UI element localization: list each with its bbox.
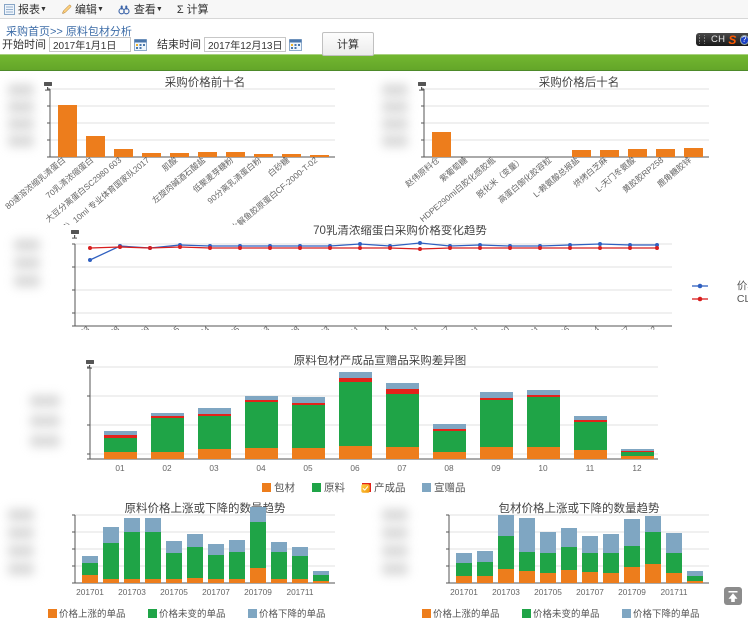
svg-text:09: 09 [491, 463, 501, 473]
svg-text:201705: 201705 [534, 587, 562, 597]
svg-text:20170605: 20170605 [207, 324, 242, 330]
svg-text:20171031: 20171031 [507, 324, 542, 330]
svg-text:20171127: 20171127 [597, 324, 632, 330]
svg-text:20170714: 20170714 [357, 324, 392, 330]
svg-text:11: 11 [586, 463, 595, 473]
svg-text:产成品: 产成品 [374, 481, 406, 494]
svg-text:20171106: 20171106 [537, 324, 572, 330]
svg-text:采购价格前十名: 采购价格前十名 [165, 75, 246, 89]
svg-text:20170907: 20170907 [417, 324, 452, 330]
svg-text:08: 08 [444, 463, 454, 473]
svg-text:价格上涨的单品: 价格上涨的单品 [433, 608, 500, 620]
svg-text:宣赠品: 宣赠品 [434, 481, 466, 494]
svg-text:201701: 201701 [450, 587, 478, 597]
svg-text:03: 03 [209, 463, 219, 473]
svg-text:20170711: 20170711 [327, 324, 362, 330]
svg-text:201711: 201711 [660, 587, 687, 597]
svg-text:价格未变的单品: 价格未变的单品 [533, 608, 600, 620]
svg-text:201707: 201707 [576, 587, 604, 597]
svg-text:20170524: 20170524 [177, 324, 212, 330]
svg-text:07: 07 [397, 463, 407, 473]
svg-text:201709: 201709 [618, 587, 646, 597]
svg-text:价格上涨的单品: 价格上涨的单品 [59, 608, 126, 620]
svg-text:12: 12 [632, 463, 642, 473]
svg-text:原料: 原料 [324, 481, 345, 494]
svg-text:20171020: 20171020 [477, 324, 512, 330]
svg-text:价格未变的单品: 价格未变的单品 [159, 608, 226, 620]
svg-text:20170721: 20170721 [387, 324, 422, 330]
svg-text:02: 02 [162, 463, 172, 473]
svg-text:01: 01 [115, 463, 125, 473]
svg-text:201701: 201701 [76, 587, 104, 597]
svg-text:05: 05 [303, 463, 313, 473]
svg-text:201709: 201709 [244, 587, 272, 597]
svg-text:赵伟原料仓: 赵伟原料仓 [403, 154, 442, 189]
svg-text:20170921: 20170921 [447, 324, 482, 330]
svg-text:价格下降的单品: 价格下降的单品 [633, 608, 700, 620]
svg-text:201707: 201707 [202, 587, 230, 597]
svg-text:04: 04 [256, 463, 266, 473]
svg-text:201703: 201703 [492, 587, 520, 597]
svg-text:201711: 201711 [286, 587, 313, 597]
svg-text:20171114: 20171114 [568, 324, 602, 330]
svg-text:10: 10 [538, 463, 548, 473]
svg-text:原料包材产成品宣赠品采购差异图: 原料包材产成品宣赠品采购差异图 [294, 355, 467, 367]
svg-text:201705: 201705 [160, 587, 188, 597]
svg-text:70乳清浓缩蛋白采购价格变化趋势: 70乳清浓缩蛋白采购价格变化趋势 [313, 225, 487, 237]
svg-text:20170628: 20170628 [267, 324, 302, 330]
svg-text:包材价格上涨或下降的数量趋势: 包材价格上涨或下降的数量趋势 [499, 501, 660, 515]
svg-text:20170228: 20170228 [87, 324, 122, 330]
svg-text:采购价格后十名: 采购价格后十名 [539, 75, 620, 89]
svg-text:20170309: 20170309 [117, 324, 152, 330]
svg-text:价格下降的单品: 价格下降的单品 [259, 608, 326, 620]
svg-text:20170103: 20170103 [57, 324, 92, 330]
svg-text:20170613: 20170613 [237, 324, 272, 330]
svg-text:201703: 201703 [118, 587, 146, 597]
svg-text:06: 06 [350, 463, 360, 473]
svg-text:20170515: 20170515 [147, 324, 182, 330]
svg-text:包材: 包材 [274, 481, 295, 494]
svg-text:20170703: 20170703 [297, 324, 332, 330]
